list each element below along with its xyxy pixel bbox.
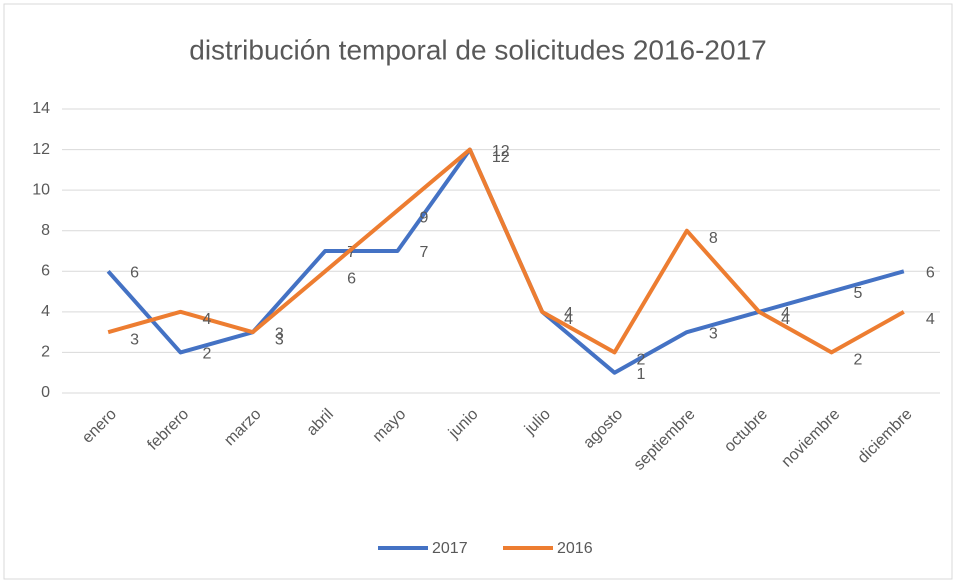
y-tick-label: 4 xyxy=(41,303,50,320)
data-label: 4 xyxy=(781,305,790,322)
data-label: 2 xyxy=(854,352,863,369)
data-label: 12 xyxy=(492,149,510,166)
chart-border xyxy=(3,3,953,580)
data-label: 8 xyxy=(709,230,718,247)
data-label: 6 xyxy=(347,271,356,288)
data-label: 4 xyxy=(564,305,573,322)
series-line xyxy=(107,147,905,355)
data-label: 6 xyxy=(130,265,139,282)
legend-label: 2016 xyxy=(557,540,593,557)
data-label: 3 xyxy=(275,331,284,348)
data-label: 7 xyxy=(420,244,429,261)
y-tick-label: 2 xyxy=(41,344,50,361)
data-label: 3 xyxy=(709,325,718,342)
data-label: 7 xyxy=(347,244,356,261)
chart-title: distribución temporal de solicitudes 201… xyxy=(189,34,766,65)
data-label: 1 xyxy=(637,366,646,383)
data-label: 6 xyxy=(926,265,935,282)
data-label: 4 xyxy=(203,311,212,328)
y-tick-label: 6 xyxy=(41,263,50,280)
y-tick-label: 14 xyxy=(32,100,50,117)
y-tick-label: 12 xyxy=(32,141,50,158)
data-label: 3 xyxy=(275,325,284,342)
legend-label: 2017 xyxy=(432,540,468,557)
y-tick-label: 8 xyxy=(41,222,50,239)
data-label: 3 xyxy=(130,331,139,348)
data-label: 4 xyxy=(781,311,790,328)
data-label: 12 xyxy=(492,143,510,160)
y-tick-label: 0 xyxy=(41,384,50,401)
data-label: 2 xyxy=(637,352,646,369)
data-label: 9 xyxy=(420,210,429,227)
data-label: 2 xyxy=(203,346,212,363)
data-label: 4 xyxy=(564,311,573,328)
data-label: 4 xyxy=(926,311,935,328)
y-tick-label: 10 xyxy=(32,181,50,198)
data-label: 5 xyxy=(854,285,863,302)
